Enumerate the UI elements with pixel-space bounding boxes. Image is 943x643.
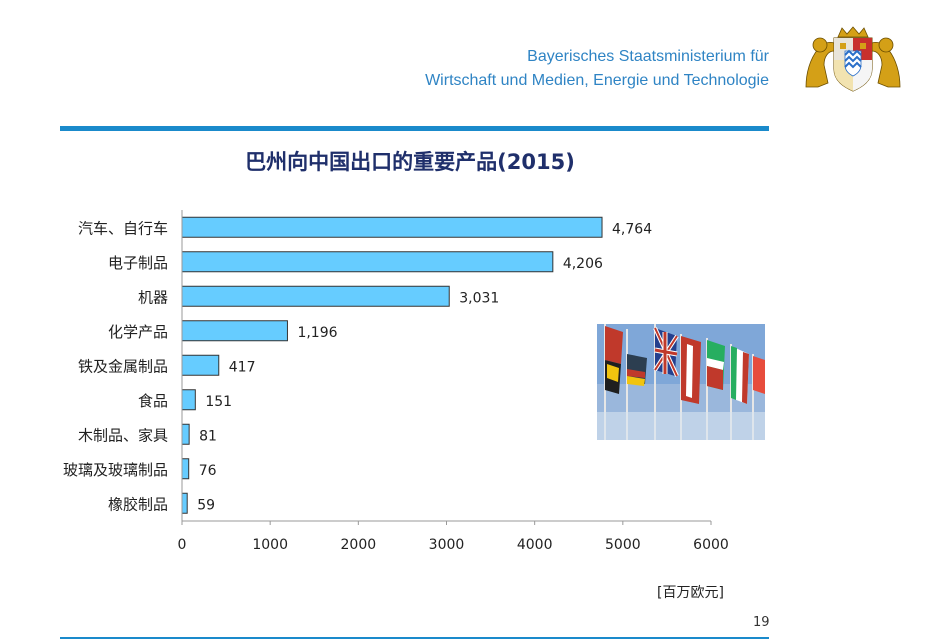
category-label: 电子制品	[108, 254, 168, 272]
x-tick-label: 1000	[252, 537, 288, 553]
x-tick-label: 4000	[517, 537, 553, 553]
data-label: 4,206	[563, 256, 603, 272]
bar	[181, 320, 288, 342]
bar	[181, 389, 196, 411]
bar	[181, 285, 450, 307]
data-label: 1,196	[297, 325, 337, 341]
bar	[181, 423, 190, 445]
category-label: 食品	[138, 392, 168, 410]
bar	[181, 216, 603, 238]
x-tick-label: 0	[178, 537, 187, 553]
unit-label: [百万欧元]	[657, 585, 724, 601]
chart-title: 巴州向中国出口的重要产品(2015)	[245, 150, 575, 174]
category-label: 玻璃及玻璃制品	[63, 461, 168, 479]
x-tick-label: 5000	[605, 537, 641, 553]
x-tick-label: 3000	[429, 537, 465, 553]
category-label: 机器	[138, 288, 168, 306]
data-label: 81	[199, 428, 217, 444]
data-label: 4,764	[612, 221, 652, 237]
bar	[181, 458, 190, 480]
header-divider	[60, 126, 769, 131]
data-label: 76	[199, 463, 217, 479]
flags-photo	[597, 324, 765, 440]
bar	[181, 354, 220, 376]
category-label: 汽车、自行车	[78, 219, 168, 237]
bavarian-coat-of-arms-icon	[805, 26, 901, 92]
data-label: 59	[197, 497, 215, 513]
ministry-name-line1: Bayerisches Staatsministerium für	[527, 48, 769, 65]
footer-divider	[60, 637, 769, 639]
category-label: 化学产品	[108, 323, 168, 341]
x-tick-label: 2000	[341, 537, 377, 553]
ministry-name-line2: Wirtschaft und Medien, Energie und Techn…	[425, 72, 769, 89]
x-tick-label: 6000	[693, 537, 729, 553]
data-label: 3,031	[459, 290, 499, 306]
category-label: 木制品、家具	[78, 426, 168, 444]
category-label: 铁及金属制品	[78, 357, 168, 375]
data-label: 151	[205, 394, 232, 410]
category-label: 橡胶制品	[108, 495, 168, 513]
data-label: 417	[229, 359, 256, 375]
bar	[181, 492, 188, 514]
page-number: 19	[753, 615, 770, 630]
bar	[181, 251, 554, 273]
